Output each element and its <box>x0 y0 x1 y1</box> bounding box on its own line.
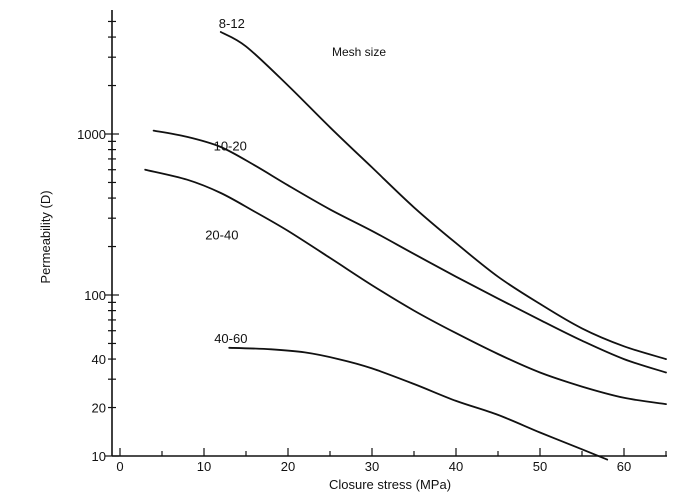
series-curve-40-60 <box>228 346 609 461</box>
series-label: 20-40 <box>205 228 238 243</box>
series-label: 40-60 <box>214 331 247 346</box>
series-labels: 8-12 10-20 20-40 40-60 <box>205 16 247 346</box>
y-tick-label: 20 <box>92 401 106 416</box>
x-tick-label: 20 <box>281 459 295 474</box>
y-tick-label: 10 <box>92 449 106 464</box>
series-curve-20-40 <box>144 168 667 405</box>
series-label: 8-12 <box>219 16 245 31</box>
x-axis-title: Closure stress (MPa) <box>329 477 451 492</box>
x-tick-label: 50 <box>533 459 547 474</box>
x-tick-label: 10 <box>197 459 211 474</box>
x-tick-label: 0 <box>116 459 123 474</box>
series-curve-10-20 <box>152 129 667 374</box>
series-label: 10-20 <box>214 139 247 154</box>
y-tick-label: 1000 <box>77 127 106 142</box>
x-tick-label: 60 <box>617 459 631 474</box>
x-axis-ticks: 0 10 20 30 40 50 60 <box>116 448 667 474</box>
x-tick-label: 30 <box>365 459 379 474</box>
y-axis-title: Permeability (D) <box>38 190 53 283</box>
legend-title: Mesh size <box>332 45 386 59</box>
y-axis-ticks: 10 20 40 100 1000 <box>77 20 119 464</box>
series-curves <box>144 31 667 461</box>
y-tick-label: 40 <box>92 352 106 367</box>
chart-axes <box>111 10 667 457</box>
series-curve-8-12 <box>219 31 667 360</box>
y-tick-label: 100 <box>84 288 106 303</box>
x-tick-label: 40 <box>449 459 463 474</box>
